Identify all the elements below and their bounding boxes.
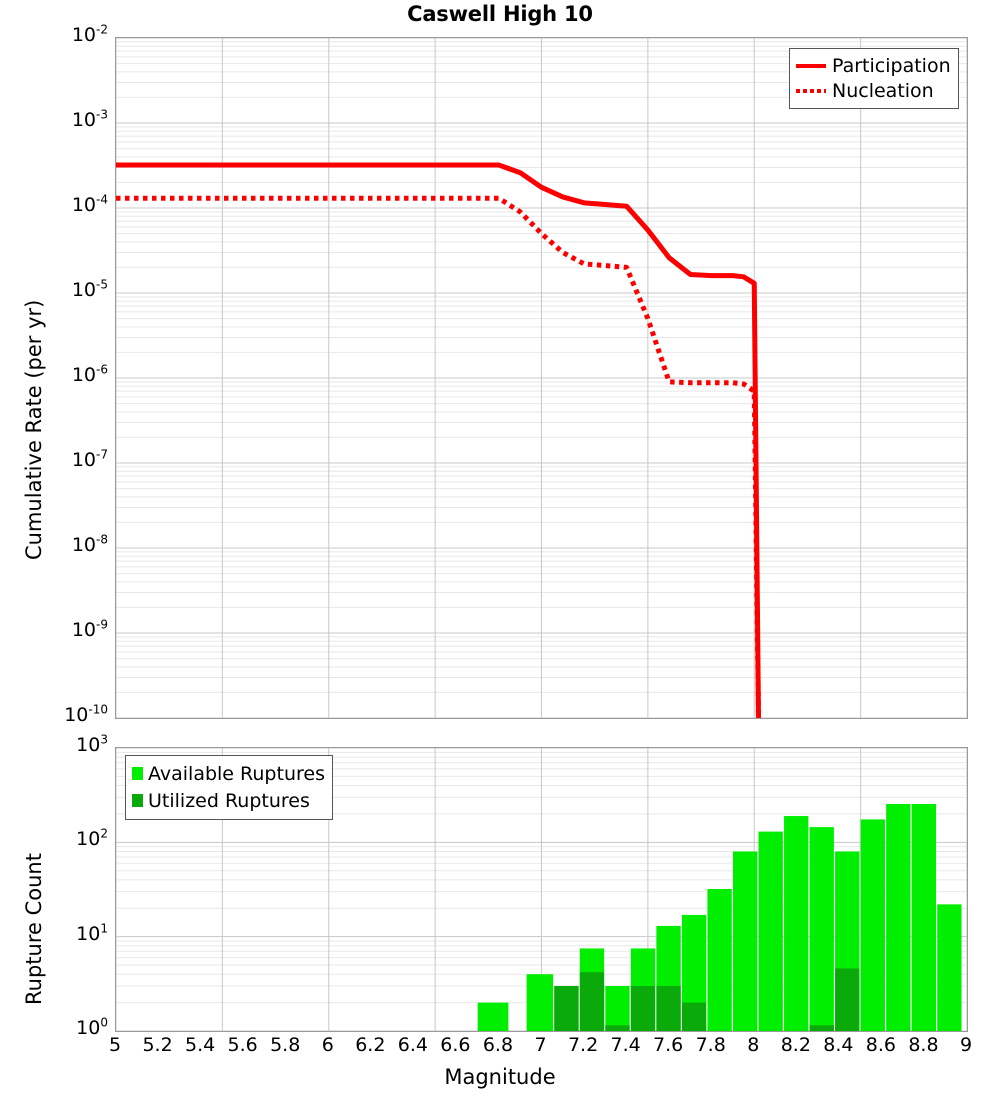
series-participation-line — [116, 165, 759, 718]
legend-item-nucleation[interactable]: Nucleation — [796, 78, 951, 103]
top-legend: Participation Nucleation — [789, 48, 959, 109]
legend-label: Utilized Ruptures — [148, 790, 310, 812]
bar-available — [478, 1003, 509, 1031]
bar-available — [937, 904, 961, 1031]
bar-available — [707, 889, 731, 1031]
page-title: Caswell High 10 — [0, 2, 1000, 26]
bar-utilized — [682, 1003, 706, 1031]
bottom-y-tick-2: 102 — [34, 830, 108, 849]
top-y-tick--4: 10-4 — [34, 196, 108, 215]
top-y-tick--5: 10-5 — [34, 281, 108, 300]
legend-item-utilized[interactable]: Utilized Ruptures — [132, 787, 325, 814]
bar-available — [527, 974, 553, 1031]
dotted-line-icon — [796, 89, 826, 93]
x-tick-9: 9 — [936, 1036, 996, 1055]
legend-label: Nucleation — [832, 80, 934, 102]
bar-utilized — [810, 1025, 834, 1031]
top-y-tick--8: 10-8 — [34, 536, 108, 555]
legend-label: Available Ruptures — [148, 763, 325, 785]
legend-item-available[interactable]: Available Ruptures — [132, 760, 325, 787]
bar-utilized — [554, 986, 578, 1031]
top-y-tick--9: 10-9 — [34, 621, 108, 640]
top-plot-area — [115, 37, 968, 719]
legend-label: Participation — [832, 55, 951, 77]
bar-available — [912, 804, 936, 1031]
color-swatch-icon — [132, 794, 143, 807]
bar-available — [810, 827, 834, 1031]
bottom-legend: Available Ruptures Utilized Ruptures — [125, 755, 333, 820]
bar-utilized — [605, 1025, 629, 1031]
bar-utilized — [631, 986, 655, 1031]
bottom-y-tick-1: 101 — [34, 925, 108, 944]
bar-available — [886, 804, 910, 1031]
top-y-axis-label: Cumulative Rate (per yr) — [22, 300, 46, 560]
bar-available — [759, 832, 783, 1031]
bar-available — [605, 986, 629, 1031]
top-y-tick--3: 10-3 — [34, 111, 108, 130]
bottom-y-tick-3: 103 — [34, 736, 108, 755]
cumulative-rate-chart — [116, 38, 967, 718]
top-y-tick--6: 10-6 — [34, 366, 108, 385]
legend-item-participation[interactable]: Participation — [796, 53, 951, 78]
bar-utilized — [656, 986, 680, 1031]
color-swatch-icon — [132, 767, 143, 780]
solid-line-icon — [796, 64, 826, 68]
bar-available — [733, 851, 757, 1031]
top-y-tick--7: 10-7 — [34, 451, 108, 470]
bar-available — [784, 816, 808, 1031]
bar-available — [861, 819, 885, 1031]
top-y-tick--10: 10-10 — [34, 706, 108, 725]
bar-utilized — [835, 968, 859, 1031]
bar-utilized — [580, 972, 604, 1031]
x-axis-label: Magnitude — [0, 1065, 1000, 1089]
figure-root: Caswell High 10 Cumulative Rate (per yr)… — [0, 0, 1000, 1100]
series-nucleation-line — [116, 198, 759, 718]
top-y-tick--2: 10-2 — [34, 26, 108, 45]
